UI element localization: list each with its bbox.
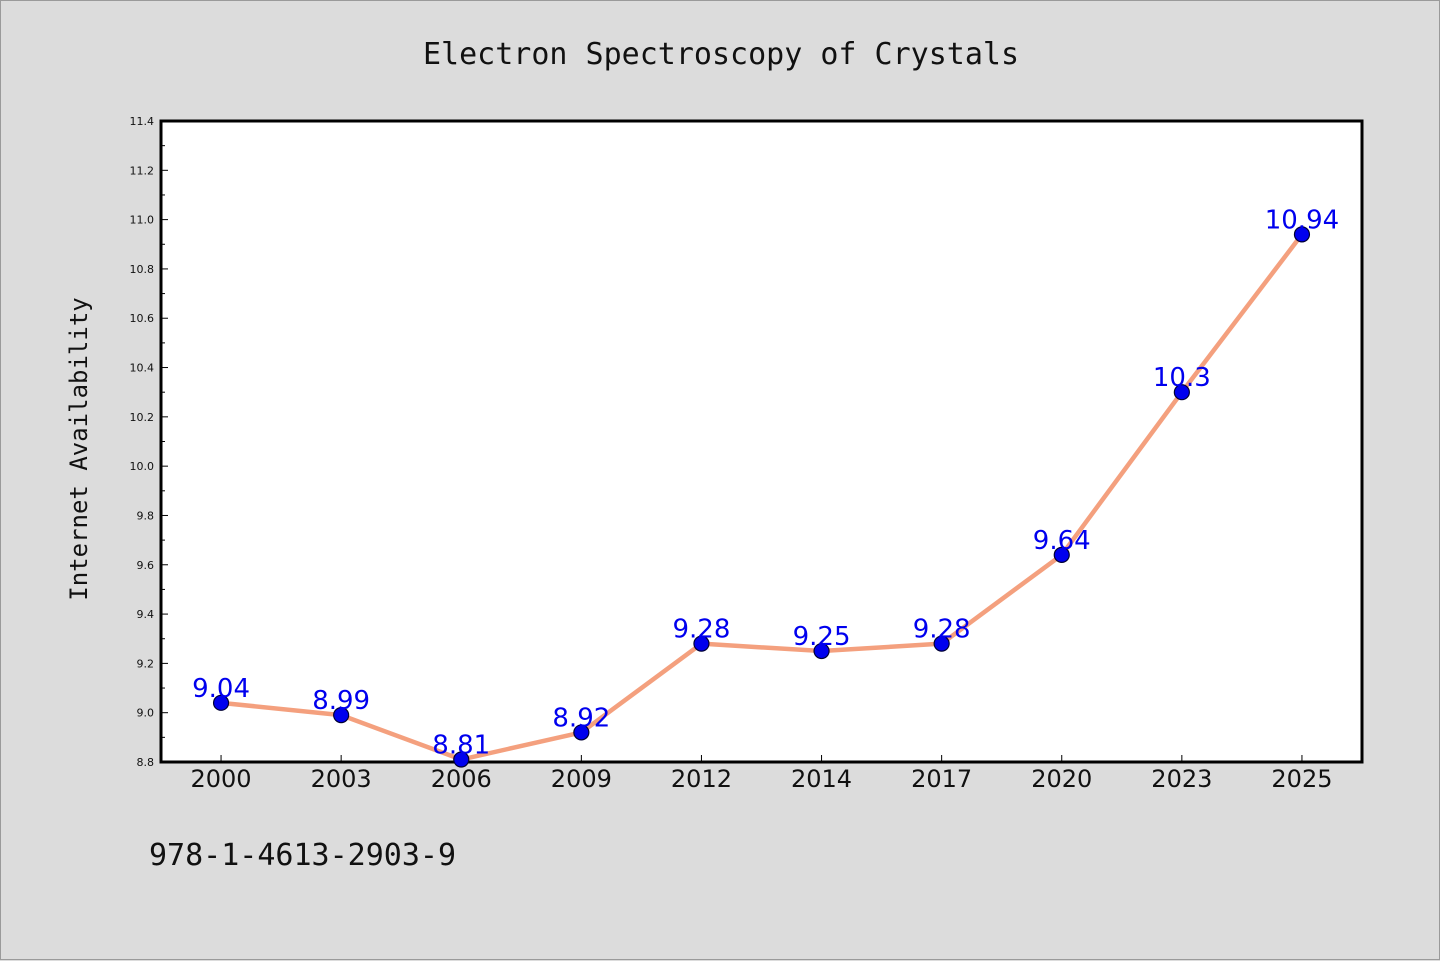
plot-area bbox=[159, 119, 1364, 764]
y-tick-label: 10.8 bbox=[130, 263, 155, 276]
x-tick-label: 2009 bbox=[551, 765, 612, 793]
y-tick-label: 8.8 bbox=[137, 756, 155, 769]
x-tick-label: 2003 bbox=[311, 765, 372, 793]
x-tick-label: 2020 bbox=[1031, 765, 1092, 793]
data-label: 10.3 bbox=[1153, 363, 1211, 393]
y-tick-label: 9.2 bbox=[137, 657, 155, 670]
x-tick-label: 2025 bbox=[1271, 765, 1332, 793]
data-point bbox=[1053, 546, 1070, 564]
data-point bbox=[693, 635, 710, 652]
data-label: 8.92 bbox=[552, 703, 610, 733]
y-tick-label: 9.6 bbox=[137, 559, 155, 572]
y-tick-label: 11.0 bbox=[130, 214, 155, 227]
data-point bbox=[573, 724, 590, 741]
y-tick-label: 10.2 bbox=[130, 411, 155, 424]
x-tick-label: 2017 bbox=[911, 765, 972, 793]
data-point bbox=[933, 635, 950, 652]
data-label: 9.04 bbox=[192, 674, 250, 704]
x-tick-label: 2014 bbox=[791, 765, 852, 793]
x-tick-label: 2012 bbox=[671, 765, 732, 793]
data-point bbox=[813, 642, 830, 660]
x-tick-label: 2006 bbox=[431, 765, 492, 793]
y-tick-label: 10.4 bbox=[130, 362, 155, 375]
data-label: 10.94 bbox=[1265, 205, 1339, 235]
y-axis: 8.8 9.0 9.2 9.4 9.6 9.8 10.0 10.2 10.4 10.6 10.8 11… bbox=[130, 115, 168, 769]
y-tick-label: 11.4 bbox=[130, 115, 155, 128]
data-label: 9.28 bbox=[913, 615, 971, 645]
data-label: 9.25 bbox=[793, 622, 851, 652]
data-point bbox=[333, 707, 350, 724]
y-axis-label: Internet Availability bbox=[65, 297, 93, 600]
data-point bbox=[453, 751, 470, 768]
x-axis: 2000 2003 2006 2009 2012 2014 2017 2020 2023 2025 bbox=[191, 755, 1332, 793]
isbn-text: 978-1-4613-2903-9 bbox=[149, 838, 456, 873]
data-label: 8.81 bbox=[432, 731, 490, 761]
y-tick-label: 9.8 bbox=[137, 509, 155, 522]
y-tick-label: 10.0 bbox=[130, 460, 155, 473]
x-tick-label: 2023 bbox=[1151, 765, 1212, 793]
y-tick-label: 10.6 bbox=[130, 312, 155, 325]
y-tick-label: 9.0 bbox=[137, 707, 155, 720]
data-labels-layer: 9.04 8.99 8.81 8.92 9.28 9.25 9.28 9.64 10.3 10.9… bbox=[192, 205, 1339, 760]
data-point bbox=[212, 694, 230, 711]
y-tick-label: 11.2 bbox=[130, 164, 155, 177]
series-layer bbox=[212, 226, 1311, 768]
y-tick-label: 9.4 bbox=[137, 608, 155, 621]
data-label: 8.99 bbox=[312, 686, 370, 716]
chart-title: Electron Spectroscopy of Crystals bbox=[423, 37, 1019, 72]
data-point bbox=[1173, 384, 1190, 401]
data-label: 9.64 bbox=[1033, 526, 1091, 556]
x-tick-label: 2000 bbox=[191, 765, 252, 793]
data-label: 9.28 bbox=[673, 615, 731, 645]
series-line bbox=[218, 232, 1305, 762]
data-point bbox=[1293, 226, 1311, 243]
